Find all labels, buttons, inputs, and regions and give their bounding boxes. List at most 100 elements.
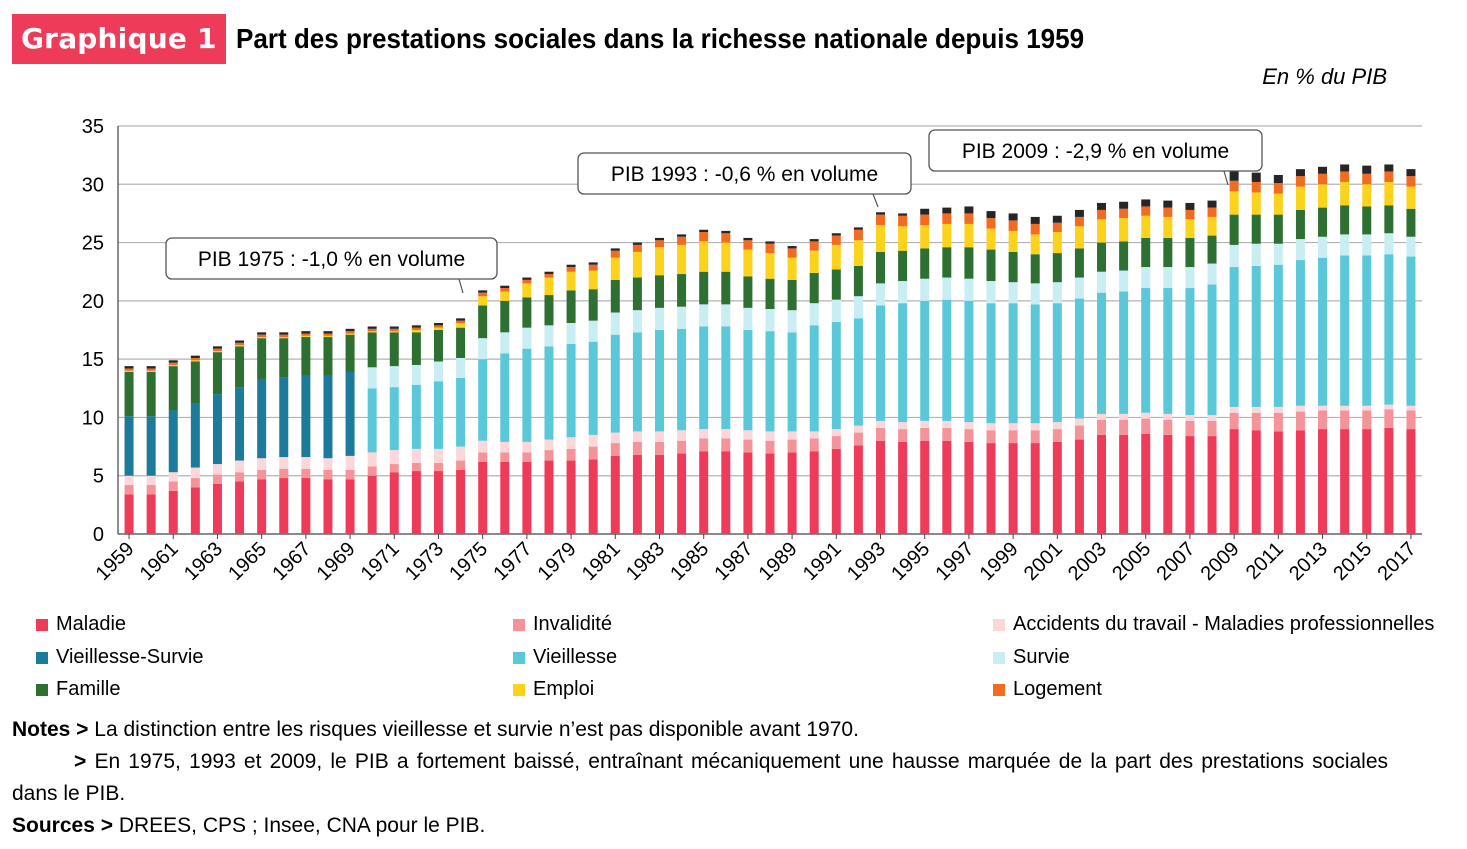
bar-segment-maladie (721, 451, 731, 534)
bar-segment-survie (389, 366, 399, 388)
bar-segment-famille (212, 352, 222, 395)
bar-segment-famille (168, 366, 178, 411)
bar-segment-invalidit- (345, 469, 355, 480)
bar-segment-logement (522, 279, 532, 284)
bar-segment-vieillesse (566, 343, 576, 438)
bar-segment-invalidit- (986, 430, 996, 444)
bar-segment-autres (1273, 174, 1283, 184)
bar-segment-vieillesse (389, 387, 399, 451)
bar-segment-emploi (809, 250, 819, 273)
bar-segment-survie (1251, 243, 1261, 266)
bar-segment-emploi (1119, 218, 1129, 242)
legend-swatch (513, 651, 525, 664)
bar-segment-maladie (787, 452, 797, 534)
bar-segment-autres (544, 271, 554, 275)
bar-segment-emploi (743, 249, 753, 277)
bar-segment-logement (853, 229, 863, 241)
annotation-box (577, 152, 912, 195)
bar-segment-accidents-du-travail-maladies-professionnelles (190, 467, 200, 479)
bar-segment-maladie (566, 460, 576, 534)
bar-segment-vieillesse (898, 303, 908, 423)
bar-segment-autres (1030, 216, 1040, 224)
bar-segment-vieillesse-survie (146, 416, 156, 476)
bar-segment-accidents-du-travail-maladies-professionnelles (876, 420, 886, 428)
bar-segment-invalidit- (898, 429, 908, 442)
annotation-text: PIB 1975 : -1,0 % en volume (198, 248, 465, 271)
bar-segment-survie (942, 277, 952, 300)
bar-segment-accidents-du-travail-maladies-professionnelles (1295, 405, 1305, 412)
x-tick-label: 2011 (1242, 538, 1288, 584)
bar-segment-accidents-du-travail-maladies-professionnelles (257, 458, 267, 470)
bar-segment-vieillesse-survie (235, 387, 245, 461)
bar-segment-invalidit- (411, 462, 421, 472)
bar-segment-vieillesse (1185, 288, 1195, 416)
chart-legend: Maladie Invalidité Accidents du travail - … (36, 610, 1466, 705)
bar-segment-logement (743, 240, 753, 250)
bar-segment-autres (190, 355, 200, 358)
sources-label: Sources > (12, 814, 113, 837)
notes-section: Notes > La distinction entre les risques… (12, 714, 1388, 842)
graph-number-badge: Graphique 1 (12, 14, 226, 64)
bar-segment-emploi (235, 345, 245, 347)
bar-segment-vieillesse (699, 326, 709, 430)
bar-segment-autres (765, 241, 775, 244)
bar-segment-accidents-du-travail-maladies-professionnelles (500, 441, 510, 453)
bar-segment-accidents-du-travail-maladies-professionnelles (1008, 423, 1018, 431)
bar-segment-emploi (566, 271, 576, 291)
bar-segment-vieillesse-survie (212, 394, 222, 465)
bar-segment-accidents-du-travail-maladies-professionnelles (367, 452, 377, 467)
bar-segment-famille (677, 274, 687, 307)
bar-segment-accidents-du-travail-maladies-professionnelles (1052, 422, 1062, 430)
bar-segment-vieillesse-survie (279, 377, 289, 458)
bar-segment-accidents-du-travail-maladies-professionnelles (1273, 406, 1283, 413)
bar-segment-emploi (389, 331, 399, 333)
bar-segment-emploi (345, 333, 355, 335)
bar-segment-famille (1008, 251, 1018, 283)
bar-segment-logement (1163, 207, 1173, 217)
bar-segment-vieillesse (1097, 292, 1107, 414)
bar-segment-accidents-du-travail-maladies-professionnelles (1318, 405, 1328, 411)
bar-segment-logement (920, 214, 930, 226)
bar-segment-survie (1030, 283, 1040, 305)
bar-segment-invalidit- (1384, 409, 1394, 428)
bar-segment-vieillesse (1052, 303, 1062, 423)
bar-segment-autres (610, 248, 620, 251)
bar-segment-vieillesse (787, 332, 797, 432)
bar-segment-emploi (765, 253, 775, 279)
bar-segment-emploi (433, 327, 443, 330)
bar-segment-vieillesse (433, 381, 443, 449)
bar-segment-logement (367, 328, 377, 332)
bar-segment-famille (721, 271, 731, 305)
x-tick-label: 1997 (931, 538, 978, 585)
bar-segment-emploi (853, 240, 863, 266)
bar-segment-maladie (522, 461, 532, 534)
bar-segment-invalidit- (654, 441, 664, 455)
note-2-marker: > (74, 750, 87, 773)
bar-segment-accidents-du-travail-maladies-professionnelles (146, 475, 156, 486)
bar-segment-vieillesse (964, 300, 974, 423)
bar-segment-autres (1318, 166, 1328, 174)
bar-segment-accidents-du-travail-maladies-professionnelles (1030, 423, 1040, 431)
bar-segment-maladie (831, 448, 841, 534)
bar-segment-autres (389, 326, 399, 329)
bar-segment-survie (809, 303, 819, 326)
bar-segment-invalidit- (1141, 418, 1151, 434)
bar-segment-accidents-du-travail-maladies-professionnelles (610, 432, 620, 444)
bar-segment-accidents-du-travail-maladies-professionnelles (345, 455, 355, 470)
bar-segment-vieillesse (942, 299, 952, 421)
bar-segment-logement (610, 250, 620, 258)
bar-segment-vieillesse (853, 318, 863, 426)
bar-segment-accidents-du-travail-maladies-professionnelles (654, 431, 664, 442)
annotation-pointer (458, 278, 464, 294)
bar-segment-emploi (1251, 192, 1261, 215)
bar-segment-invalidit- (1119, 419, 1129, 435)
bar-segment-maladie (345, 479, 355, 534)
bar-segment-famille (478, 305, 488, 339)
bar-segment-survie (898, 281, 908, 304)
bar-segment-logement (1384, 171, 1394, 182)
unit-label: En % du PIB (1262, 64, 1387, 89)
bar-segment-invalidit- (1052, 429, 1062, 442)
bar-segment-maladie (1406, 429, 1416, 534)
bar-segment-maladie (1141, 433, 1151, 534)
bar-segment-maladie (898, 441, 908, 534)
